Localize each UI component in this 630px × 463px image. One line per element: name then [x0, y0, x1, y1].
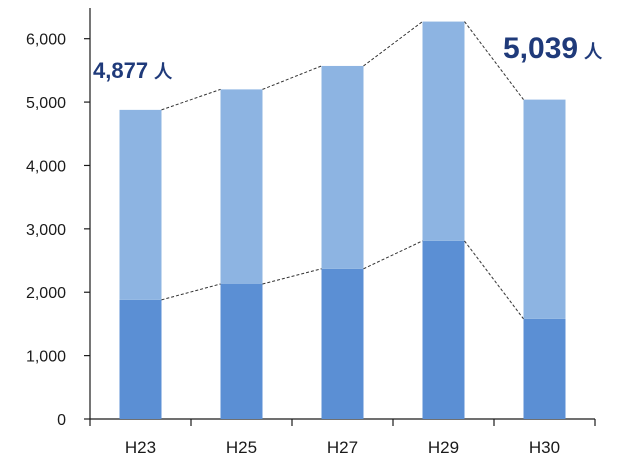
connector-lines	[161, 21, 524, 320]
bar-upper-segment	[422, 21, 465, 241]
y-tick-label: 1,000	[26, 349, 66, 366]
x-axis: H23 H25 H27 H29 H30	[89, 418, 596, 457]
connector-line-upper	[161, 88, 221, 111]
y-tick-label: 2,000	[26, 285, 66, 302]
connector-line-upper	[363, 21, 423, 67]
connector-line-lower	[161, 283, 221, 301]
y-tick-label: 3,000	[26, 222, 66, 239]
bar-upper-segment	[523, 99, 566, 319]
annotation-unit: 人	[584, 42, 603, 63]
total-annotation-first: 4,877 人	[93, 58, 173, 83]
connector-line-lower	[363, 240, 423, 270]
bar-lower-segment	[422, 240, 465, 419]
connector-line-lower	[464, 240, 524, 320]
y-axis: 0 1,000 2,000 3,000 4,000 5,000 6,000	[26, 8, 91, 429]
bar-lower-segment	[119, 299, 162, 419]
bar-lower-segment	[220, 283, 263, 419]
y-tick-label: 0	[57, 412, 66, 429]
annotation-value: 5,039	[503, 32, 578, 65]
bars	[119, 21, 566, 419]
x-tick-label: H27	[327, 438, 358, 457]
total-annotation-last: 5,039 人	[503, 32, 603, 65]
x-tick-label: H30	[529, 438, 560, 457]
bar-lower-segment	[321, 268, 364, 419]
annotations: 4,877 人 5,039 人	[93, 32, 603, 83]
bar-lower-segment	[523, 318, 566, 419]
x-tick-label: H29	[428, 438, 459, 457]
y-tick-label: 5,000	[26, 95, 66, 112]
x-tick-label: H23	[125, 438, 156, 457]
connector-line-lower	[262, 268, 322, 285]
y-tick-label: 4,000	[26, 158, 66, 175]
bar-upper-segment	[321, 65, 364, 269]
annotation-value: 4,877	[93, 58, 148, 83]
bar-upper-segment	[119, 109, 162, 300]
connector-line-upper	[464, 21, 524, 100]
y-tick-label: 6,000	[26, 32, 66, 49]
x-tick-label: H25	[226, 438, 257, 457]
connector-line-upper	[262, 65, 322, 90]
bar-upper-segment	[220, 89, 263, 284]
annotation-unit: 人	[154, 62, 173, 83]
